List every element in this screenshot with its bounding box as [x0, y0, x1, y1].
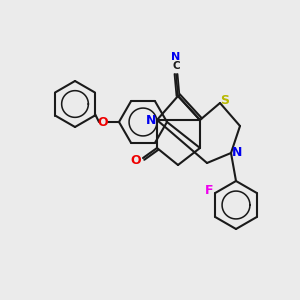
Text: C: C	[172, 61, 180, 71]
Text: N: N	[171, 52, 181, 62]
Text: O: O	[98, 116, 108, 128]
Text: N: N	[146, 113, 156, 127]
Text: O: O	[131, 154, 141, 166]
Text: F: F	[205, 184, 214, 197]
Text: N: N	[232, 146, 242, 160]
Text: S: S	[220, 94, 230, 107]
